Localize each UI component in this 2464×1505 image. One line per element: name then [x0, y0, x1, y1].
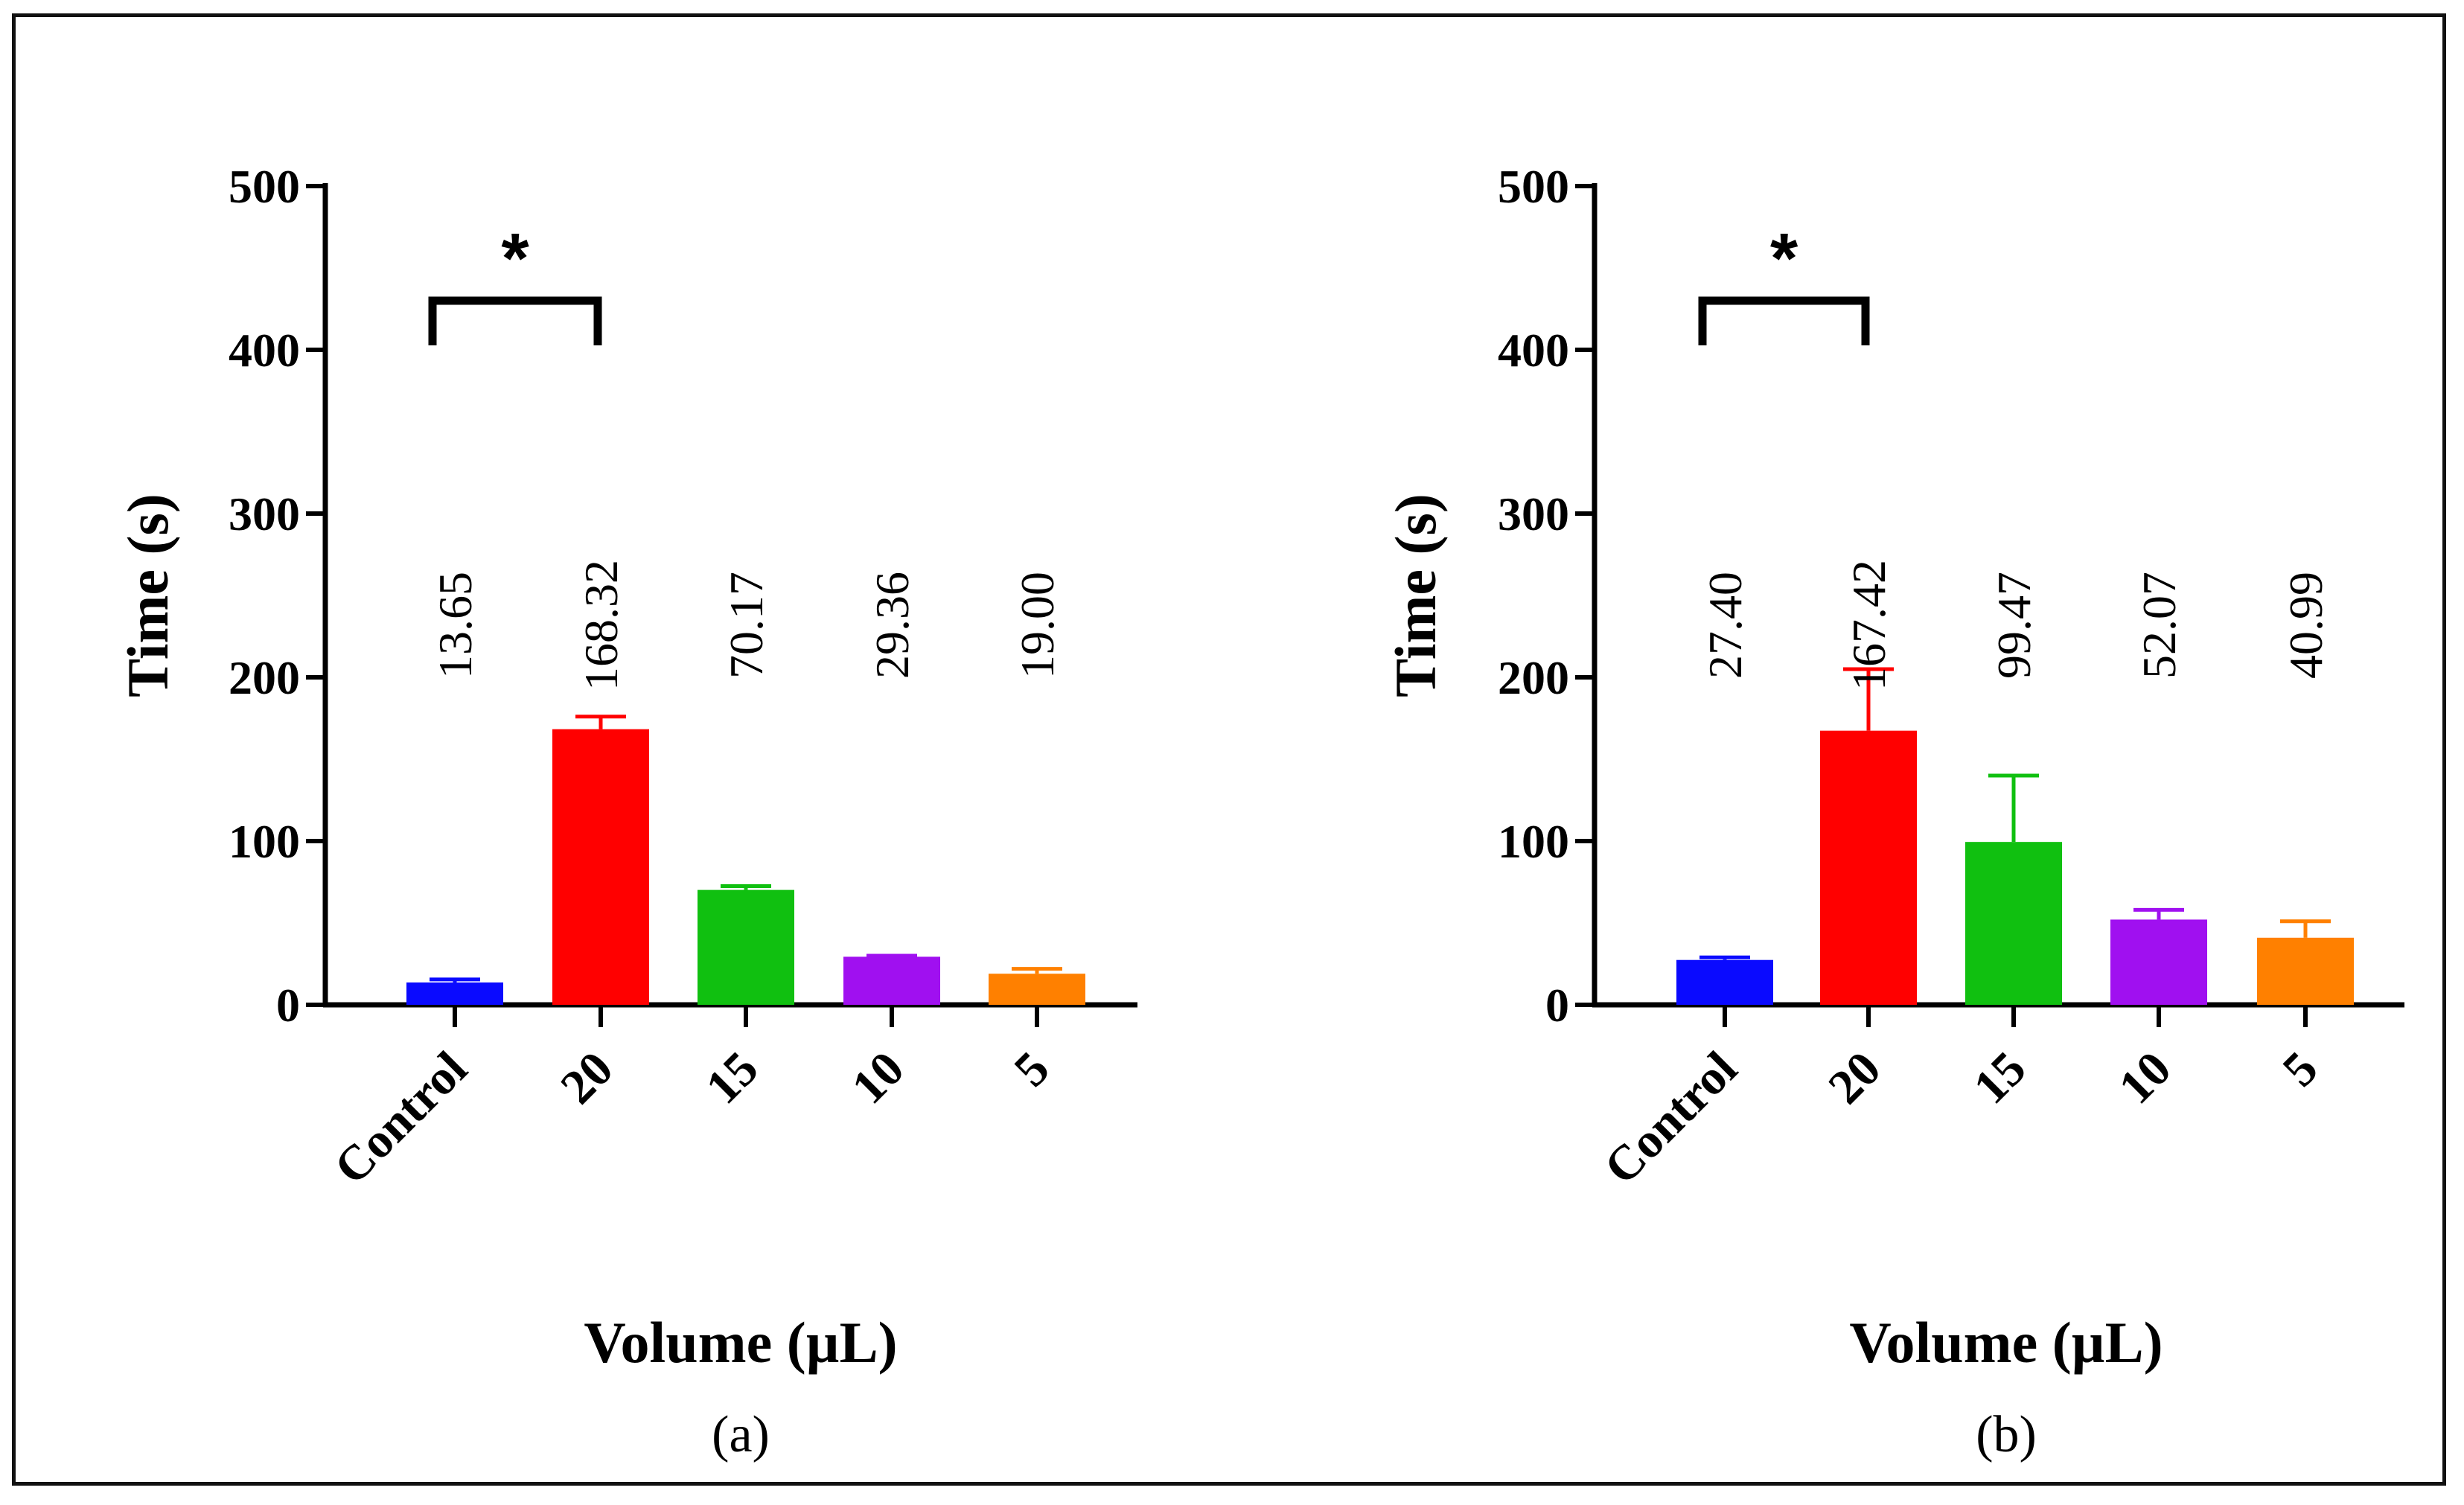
significance-label: * — [1770, 219, 1798, 298]
significance-label: * — [501, 219, 529, 298]
x-category-label: 15 — [1963, 1041, 2036, 1114]
data-label: 29.36 — [866, 572, 919, 679]
data-label: 27.40 — [1699, 572, 1752, 679]
chart-panel-a: 0 100 200 300 400 500 Control 13.65 20 168.32 15 70… — [115, 160, 1137, 1463]
x-category-label: 20 — [1818, 1041, 1891, 1114]
x-category-label: 20 — [550, 1041, 623, 1114]
x-axis-title: Volume (µL) — [1849, 1310, 2163, 1375]
y-tick-label: 300 — [1498, 488, 1569, 540]
y-axis-title: Time (s) — [115, 493, 180, 697]
x-category-label: 10 — [2108, 1041, 2181, 1114]
data-label: 99.47 — [1988, 572, 2040, 679]
bar — [2110, 919, 2207, 1005]
y-tick-label: 400 — [229, 324, 300, 377]
data-label: 13.65 — [429, 572, 482, 679]
x-axis-title: Volume (µL) — [584, 1310, 897, 1375]
panel-label: (b) — [1976, 1406, 2037, 1463]
significance-bracket — [428, 296, 602, 345]
y-tick-label: 300 — [229, 488, 300, 540]
y-tick-label: 500 — [1498, 160, 1569, 213]
y-tick-label: 400 — [1498, 324, 1569, 377]
significance-bracket — [1698, 296, 1870, 345]
x-category-label: 5 — [2273, 1041, 2329, 1097]
y-tick-label: 100 — [229, 815, 300, 868]
bar — [989, 974, 1085, 1005]
data-label: 52.07 — [2133, 572, 2186, 679]
figure-frame — [12, 13, 2446, 1486]
bar — [1820, 730, 1917, 1005]
y-tick-label: 0 — [1545, 979, 1569, 1032]
x-category-label: Control — [324, 1041, 477, 1195]
data-label: 167.42 — [1842, 560, 1895, 691]
data-label: 40.99 — [2279, 572, 2332, 679]
y-tick-label: 100 — [1498, 815, 1569, 868]
x-category-label: 10 — [841, 1041, 914, 1114]
y-tick-label: 200 — [229, 651, 300, 704]
bar — [406, 982, 503, 1005]
y-tick-label: 200 — [1498, 651, 1569, 704]
panel-label: (a) — [712, 1406, 770, 1463]
chart-panel-b: 0 100 200 300 400 500 Control 27.40 20 167.42 15 99… — [1383, 160, 2404, 1463]
y-axis-title: Time (s) — [1383, 493, 1448, 697]
bar — [1676, 959, 1773, 1005]
bar — [698, 889, 794, 1005]
bar — [2257, 937, 2354, 1005]
data-label: 19.00 — [1011, 572, 1064, 679]
x-category-label: 15 — [695, 1041, 768, 1114]
x-category-label: 5 — [1004, 1041, 1060, 1097]
y-tick-label: 0 — [276, 979, 300, 1032]
data-label: 70.17 — [720, 572, 773, 679]
y-tick-label: 500 — [229, 160, 300, 213]
x-category-label: Control — [1594, 1041, 1747, 1195]
bar — [1965, 842, 2062, 1005]
bar — [843, 956, 940, 1005]
bar — [552, 729, 649, 1005]
data-label: 168.32 — [575, 560, 628, 691]
